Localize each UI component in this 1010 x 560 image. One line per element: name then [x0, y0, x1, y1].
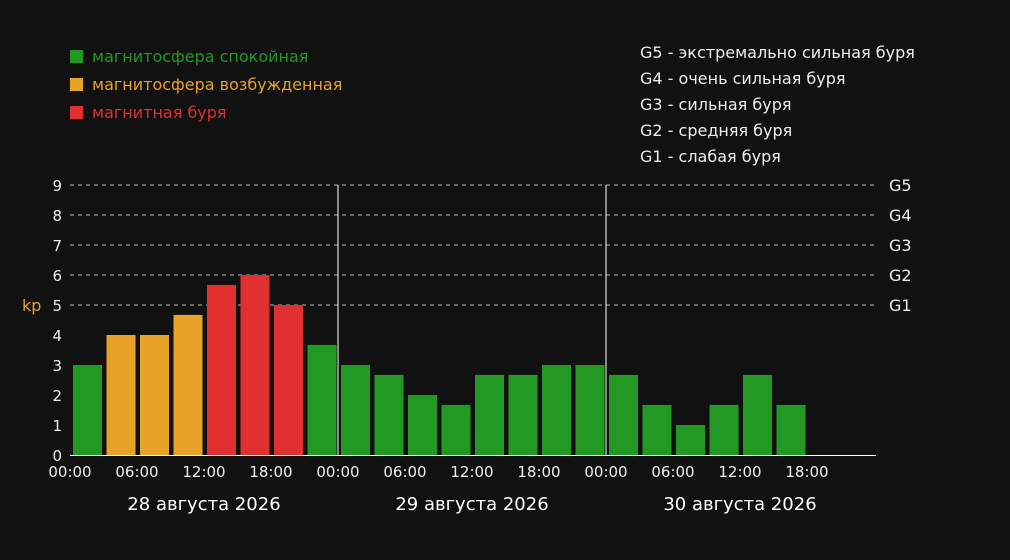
- y-tick-label: 6: [52, 267, 62, 285]
- x-tick-label: 06:00: [115, 463, 158, 481]
- y-tick-label: 3: [52, 357, 62, 375]
- x-tick-label: 06:00: [383, 463, 426, 481]
- x-tick-label: 06:00: [651, 463, 694, 481]
- g-level-label: G4: [889, 206, 912, 225]
- legend: магнитосфера спокойная магнитосфера возб…: [70, 42, 342, 126]
- kp-bar: [441, 404, 471, 455]
- kp-bar: [341, 365, 370, 455]
- kp-bar: [73, 365, 102, 455]
- kp-bar: [776, 404, 806, 455]
- y-tick-label: 4: [52, 327, 62, 345]
- kp-bar: [575, 365, 605, 455]
- g-level-label: G5: [889, 176, 912, 195]
- legend-swatch-storm: [70, 105, 83, 119]
- legend-swatch-quiet: [70, 49, 83, 63]
- x-tick-label: 18:00: [785, 463, 828, 481]
- kp-bar: [207, 284, 236, 455]
- storm-scale-g2: G2 - средняя буря: [640, 121, 793, 140]
- kp-bar: [240, 275, 270, 455]
- y-tick-label: 8: [52, 207, 62, 225]
- x-tick-label: 12:00: [182, 463, 225, 481]
- y-tick-label: 5: [52, 297, 62, 315]
- kp-bar: [106, 335, 136, 455]
- kp-bar: [173, 314, 203, 455]
- kp-bar: [408, 395, 437, 455]
- storm-scale-g1: G1 - слабая буря: [640, 147, 781, 166]
- y-tick-label: 7: [52, 237, 62, 255]
- legend-label-storm: магнитная буря: [92, 102, 227, 122]
- x-tick-label: 18:00: [249, 463, 292, 481]
- g-level-label: G3: [889, 236, 912, 255]
- x-tick-label: 12:00: [718, 463, 761, 481]
- legend-label-active: магнитосфера возбужденная: [92, 74, 343, 94]
- y-tick-label: 9: [52, 177, 62, 195]
- storm-scale: G5 - экстремально сильная буря G4 - очен…: [640, 40, 915, 170]
- kp-bar: [676, 425, 705, 455]
- legend-swatch-active: [70, 77, 83, 91]
- x-tick-label: 18:00: [517, 463, 560, 481]
- y-axis-label: kp: [22, 296, 41, 315]
- kp-bar: [140, 335, 169, 455]
- kp-bar: [508, 374, 538, 455]
- kp-bar: [274, 305, 303, 455]
- legend-item-quiet: магнитосфера спокойная: [70, 42, 342, 70]
- x-tick-label: 00:00: [316, 463, 359, 481]
- y-tick-label: 1: [52, 417, 62, 435]
- day-label: 30 августа 2026: [663, 494, 816, 515]
- g-level-label: G2: [889, 266, 912, 285]
- kp-bar: [307, 344, 337, 455]
- kp-bar: [475, 374, 504, 455]
- kp-bar: [709, 404, 739, 455]
- day-label: 29 августа 2026: [395, 494, 548, 515]
- kp-bar: [743, 374, 772, 455]
- y-tick-label: 0: [52, 447, 62, 465]
- legend-item-storm: магнитная буря: [70, 98, 342, 126]
- kp-bar: [642, 404, 672, 455]
- kp-bar: [542, 365, 571, 455]
- g-level-label: G1: [889, 296, 912, 315]
- storm-scale-g4: G4 - очень сильная буря: [640, 69, 846, 88]
- kp-bar: [609, 374, 638, 455]
- legend-label-quiet: магнитосфера спокойная: [92, 46, 309, 66]
- x-tick-label: 12:00: [450, 463, 493, 481]
- y-tick-label: 2: [52, 387, 62, 405]
- x-tick-label: 00:00: [48, 463, 91, 481]
- day-label: 28 августа 2026: [127, 494, 280, 515]
- x-tick-label: 00:00: [584, 463, 627, 481]
- kp-bar: [374, 374, 404, 455]
- legend-item-active: магнитосфера возбужденная: [70, 70, 342, 98]
- storm-scale-g5: G5 - экстремально сильная буря: [640, 43, 915, 62]
- storm-scale-g3: G3 - сильная буря: [640, 95, 792, 114]
